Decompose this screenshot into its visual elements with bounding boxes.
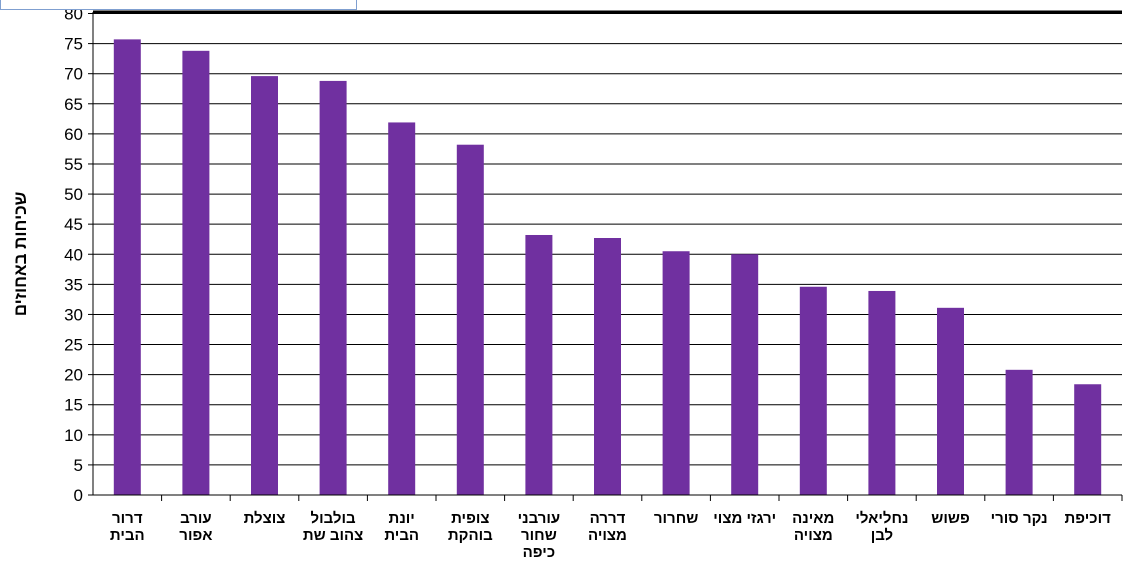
y-tick-label: 0 [74, 486, 83, 505]
x-tick-label: עורבני שחור כיפה [518, 510, 561, 561]
x-tick-label: יונת הבית [384, 510, 419, 544]
axes [88, 10, 1123, 501]
x-tick-label: צוצלת [244, 510, 286, 527]
bar [662, 251, 690, 495]
x-tick-label: פשוש [931, 510, 969, 527]
bar [319, 80, 347, 495]
x-tick-label: ירגזי מצוי [713, 510, 776, 527]
y-tick-label: 10 [64, 426, 83, 445]
x-tick-label: בולבול צהוב שת [303, 510, 363, 544]
x-tick-label: דרור הבית [110, 510, 145, 544]
bar [182, 50, 210, 495]
y-tick-label: 5 [74, 456, 83, 475]
bar [251, 76, 278, 495]
y-tick-label: 35 [64, 275, 83, 294]
y-tick-label: 40 [64, 245, 83, 264]
x-tick-labels: דרור הבית עורב אפור צוצלת בולבול צהוב שת יונת הב… [110, 510, 1111, 561]
bar [1005, 369, 1033, 495]
x-tick-label: שחרור [654, 510, 698, 527]
y-tick-label: 55 [64, 155, 83, 174]
y-tick-label: 60 [64, 125, 83, 144]
x-tick-label: צופית בוהקת [448, 510, 493, 544]
y-tick-label: 15 [64, 396, 83, 415]
x-tick-label: דררה מצויה [588, 510, 627, 544]
x-tick-label: עורב אפור [179, 510, 212, 544]
x-tick-label: מאינה מצויה [792, 510, 834, 544]
bar [868, 290, 896, 495]
bar [937, 307, 964, 495]
x-tick-label: נחליאלי לבן [855, 510, 908, 544]
y-tick-label: 25 [64, 336, 83, 355]
y-tick-label: 70 [64, 65, 83, 84]
y-tick-label: 20 [64, 366, 83, 385]
bar [456, 144, 484, 496]
y-tick-label: 45 [64, 215, 83, 234]
bar [113, 39, 141, 496]
bar [731, 254, 759, 495]
bar [525, 234, 553, 496]
bar [1074, 384, 1102, 495]
chart-title-box [0, 0, 357, 10]
bar [799, 286, 827, 495]
y-axis-label: שכיחות באחוזים [11, 191, 30, 316]
bar [594, 237, 621, 495]
bars [113, 39, 1102, 496]
y-tick-label: 30 [64, 305, 83, 324]
y-tick-label: 75 [64, 35, 83, 54]
y-tick-label: 65 [64, 95, 83, 114]
x-tick-label: נקר סורי [991, 510, 1048, 527]
x-tick-label: דוכיפת [1065, 510, 1112, 527]
y-tick-label: 50 [64, 185, 83, 204]
bar [388, 122, 416, 495]
